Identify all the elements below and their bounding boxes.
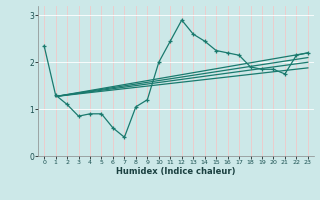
X-axis label: Humidex (Indice chaleur): Humidex (Indice chaleur)	[116, 167, 236, 176]
